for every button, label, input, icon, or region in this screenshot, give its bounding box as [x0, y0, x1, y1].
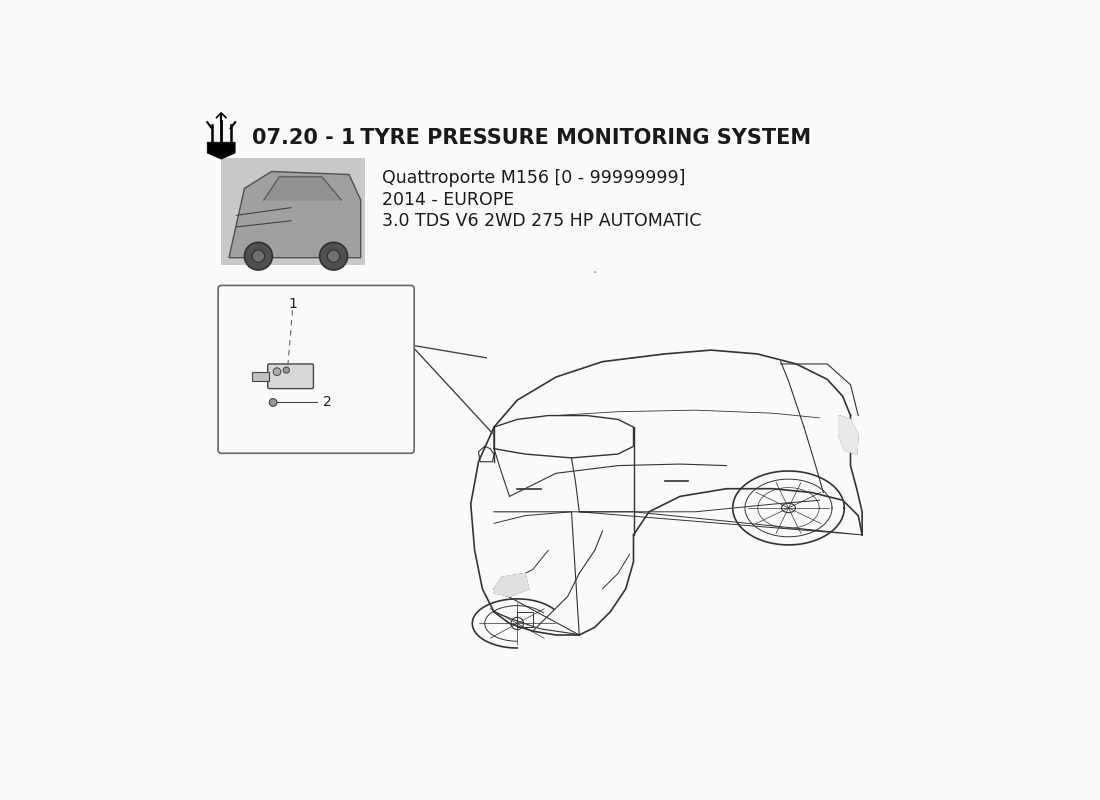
- Bar: [252, 372, 270, 381]
- Text: TYRE PRESSURE MONITORING SYSTEM: TYRE PRESSURE MONITORING SYSTEM: [353, 128, 811, 148]
- FancyBboxPatch shape: [267, 364, 314, 389]
- Circle shape: [270, 398, 277, 406]
- Text: .: .: [593, 262, 597, 276]
- Text: 07.20 - 1: 07.20 - 1: [252, 128, 355, 148]
- Circle shape: [320, 242, 348, 270]
- Text: 2014 - EUROPE: 2014 - EUROPE: [382, 190, 514, 209]
- Polygon shape: [494, 574, 529, 597]
- Polygon shape: [839, 415, 858, 454]
- Polygon shape: [264, 177, 341, 200]
- Circle shape: [252, 250, 265, 262]
- Bar: [221, 158, 364, 266]
- Circle shape: [328, 250, 340, 262]
- Circle shape: [244, 242, 273, 270]
- Polygon shape: [207, 142, 235, 159]
- FancyBboxPatch shape: [218, 286, 415, 454]
- Text: 3.0 TDS V6 2WD 275 HP AUTOMATIC: 3.0 TDS V6 2WD 275 HP AUTOMATIC: [382, 212, 701, 230]
- Text: 1: 1: [288, 297, 297, 311]
- Text: 2: 2: [323, 395, 332, 410]
- Polygon shape: [229, 171, 361, 258]
- Circle shape: [283, 367, 289, 373]
- Text: Quattroporte M156 [0 - 99999999]: Quattroporte M156 [0 - 99999999]: [382, 169, 685, 187]
- Circle shape: [273, 368, 280, 375]
